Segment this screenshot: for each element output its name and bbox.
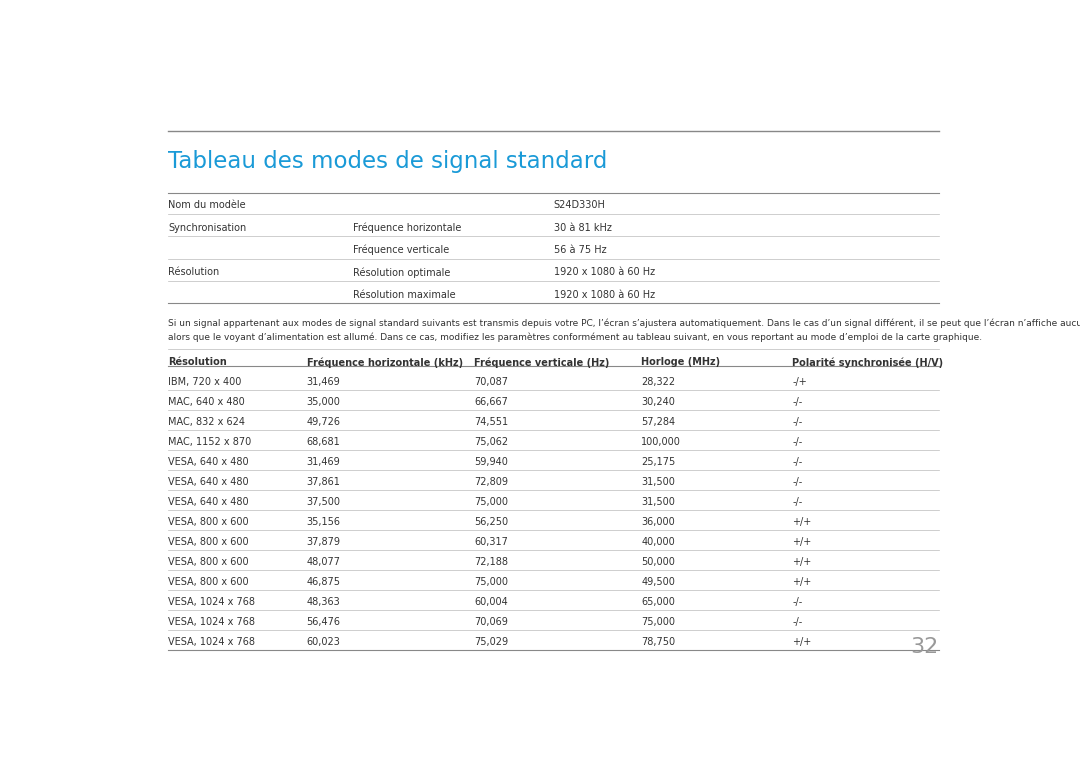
Text: Polarité synchronisée (H/V): Polarité synchronisée (H/V) — [792, 357, 943, 368]
Text: 75,000: 75,000 — [642, 617, 675, 626]
Text: Fréquence verticale (Hz): Fréquence verticale (Hz) — [474, 357, 609, 368]
Text: -/-: -/- — [792, 417, 802, 427]
Text: 30 à 81 kHz: 30 à 81 kHz — [554, 223, 611, 233]
Text: 25,175: 25,175 — [642, 457, 676, 467]
Text: 30,240: 30,240 — [642, 397, 675, 407]
Text: +/+: +/+ — [792, 637, 811, 647]
Text: 59,940: 59,940 — [474, 457, 508, 467]
Text: 31,500: 31,500 — [642, 497, 675, 507]
Text: 37,879: 37,879 — [307, 537, 340, 547]
Text: 78,750: 78,750 — [642, 637, 675, 647]
Text: 40,000: 40,000 — [642, 537, 675, 547]
Text: Résolution: Résolution — [168, 267, 219, 277]
Text: Tableau des modes de signal standard: Tableau des modes de signal standard — [168, 150, 608, 173]
Text: 37,500: 37,500 — [307, 497, 340, 507]
Text: -/+: -/+ — [792, 377, 807, 387]
Text: 72,188: 72,188 — [474, 557, 508, 567]
Text: VESA, 1024 x 768: VESA, 1024 x 768 — [168, 617, 256, 626]
Text: 65,000: 65,000 — [642, 597, 675, 607]
Text: -/-: -/- — [792, 477, 802, 487]
Text: Fréquence horizontale (kHz): Fréquence horizontale (kHz) — [307, 357, 462, 368]
Text: 57,284: 57,284 — [642, 417, 675, 427]
Text: VESA, 800 x 600: VESA, 800 x 600 — [168, 557, 249, 567]
Text: MAC, 832 x 624: MAC, 832 x 624 — [168, 417, 245, 427]
Text: VESA, 640 x 480: VESA, 640 x 480 — [168, 477, 249, 487]
Text: Horloge (MHz): Horloge (MHz) — [642, 357, 720, 367]
Text: Résolution maximale: Résolution maximale — [352, 289, 456, 300]
Text: VESA, 1024 x 768: VESA, 1024 x 768 — [168, 597, 256, 607]
Text: -/-: -/- — [792, 597, 802, 607]
Text: VESA, 640 x 480: VESA, 640 x 480 — [168, 457, 249, 467]
Text: 75,062: 75,062 — [474, 437, 508, 447]
Text: +/+: +/+ — [792, 557, 811, 567]
Text: 72,809: 72,809 — [474, 477, 508, 487]
Text: 60,004: 60,004 — [474, 597, 508, 607]
Text: -/-: -/- — [792, 437, 802, 447]
Text: +/+: +/+ — [792, 537, 811, 547]
Text: 37,861: 37,861 — [307, 477, 340, 487]
Text: Si un signal appartenant aux modes de signal standard suivants est transmis depu: Si un signal appartenant aux modes de si… — [168, 319, 1080, 343]
Text: 31,469: 31,469 — [307, 377, 340, 387]
Text: 70,087: 70,087 — [474, 377, 508, 387]
Text: 35,000: 35,000 — [307, 397, 340, 407]
Text: VESA, 640 x 480: VESA, 640 x 480 — [168, 497, 249, 507]
Text: Fréquence verticale: Fréquence verticale — [352, 245, 449, 256]
Text: VESA, 800 x 600: VESA, 800 x 600 — [168, 537, 249, 547]
Text: VESA, 800 x 600: VESA, 800 x 600 — [168, 517, 249, 527]
Text: 60,317: 60,317 — [474, 537, 508, 547]
Text: 36,000: 36,000 — [642, 517, 675, 527]
Text: 56,250: 56,250 — [474, 517, 508, 527]
Text: Nom du modèle: Nom du modèle — [168, 200, 246, 211]
Text: MAC, 1152 x 870: MAC, 1152 x 870 — [168, 437, 252, 447]
Text: 31,469: 31,469 — [307, 457, 340, 467]
Text: Synchronisation: Synchronisation — [168, 223, 246, 233]
Text: +/+: +/+ — [792, 517, 811, 527]
Text: 48,077: 48,077 — [307, 557, 340, 567]
Text: -/-: -/- — [792, 397, 802, 407]
Text: 60,023: 60,023 — [307, 637, 340, 647]
Text: 68,681: 68,681 — [307, 437, 340, 447]
Text: MAC, 640 x 480: MAC, 640 x 480 — [168, 397, 245, 407]
Text: 48,363: 48,363 — [307, 597, 340, 607]
Text: 56,476: 56,476 — [307, 617, 340, 626]
Text: IBM, 720 x 400: IBM, 720 x 400 — [168, 377, 242, 387]
Text: 75,000: 75,000 — [474, 497, 508, 507]
Text: 49,726: 49,726 — [307, 417, 340, 427]
Text: VESA, 1024 x 768: VESA, 1024 x 768 — [168, 637, 256, 647]
Text: S24D330H: S24D330H — [554, 200, 606, 211]
Text: 50,000: 50,000 — [642, 557, 675, 567]
Text: -/-: -/- — [792, 497, 802, 507]
Text: +/+: +/+ — [792, 577, 811, 587]
Text: Fréquence horizontale: Fréquence horizontale — [352, 223, 461, 233]
Text: 28,322: 28,322 — [642, 377, 675, 387]
Text: 31,500: 31,500 — [642, 477, 675, 487]
Text: Résolution: Résolution — [168, 357, 227, 367]
Text: 75,029: 75,029 — [474, 637, 508, 647]
Text: 75,000: 75,000 — [474, 577, 508, 587]
Text: 35,156: 35,156 — [307, 517, 340, 527]
Text: VESA, 800 x 600: VESA, 800 x 600 — [168, 577, 249, 587]
Text: -/-: -/- — [792, 457, 802, 467]
Text: 1920 x 1080 à 60 Hz: 1920 x 1080 à 60 Hz — [554, 289, 654, 300]
Text: -/-: -/- — [792, 617, 802, 626]
Text: 1920 x 1080 à 60 Hz: 1920 x 1080 à 60 Hz — [554, 267, 654, 277]
Text: 49,500: 49,500 — [642, 577, 675, 587]
Text: 56 à 75 Hz: 56 à 75 Hz — [554, 245, 606, 255]
Text: 74,551: 74,551 — [474, 417, 508, 427]
Text: 66,667: 66,667 — [474, 397, 508, 407]
Text: 32: 32 — [910, 637, 939, 657]
Text: 70,069: 70,069 — [474, 617, 508, 626]
Text: 46,875: 46,875 — [307, 577, 340, 587]
Text: Résolution optimale: Résolution optimale — [352, 267, 450, 278]
Text: 100,000: 100,000 — [642, 437, 681, 447]
